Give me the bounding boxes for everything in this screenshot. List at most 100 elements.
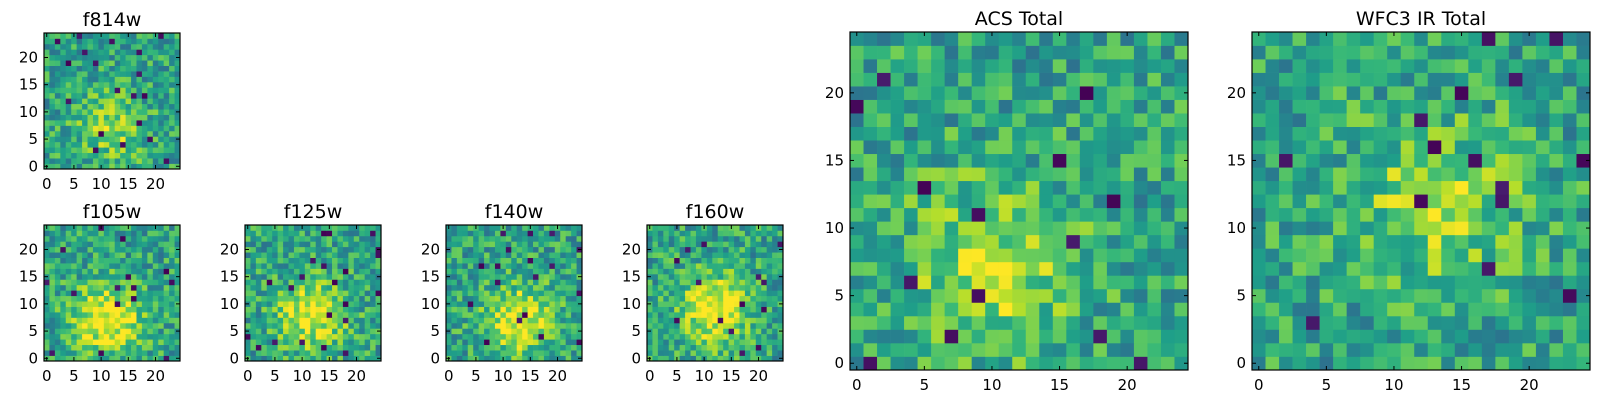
pixel-cell (728, 284, 735, 291)
pixel-cell (255, 284, 262, 291)
pixel-cell (348, 301, 355, 307)
pixel-cell (685, 235, 691, 242)
pixel-cell (761, 268, 768, 275)
pixel-cell (685, 333, 691, 340)
pixel-cell (353, 322, 360, 329)
pixel-cell (364, 268, 371, 275)
pixel-cell (500, 339, 507, 346)
pixel-cell (332, 279, 338, 286)
pixel-cell (998, 275, 1013, 290)
pixel-cell (663, 355, 670, 362)
pixel-cell (136, 322, 143, 329)
pixel-cell (467, 339, 474, 346)
pixel-cell (60, 33, 67, 39)
pixel-cell (1400, 126, 1415, 141)
pixel-cell (1576, 329, 1591, 344)
pixel-cell (695, 355, 702, 362)
pixel-cell (76, 98, 83, 105)
pixel-cell (679, 257, 686, 264)
pixel-cell (49, 246, 56, 253)
pixel-cell (44, 114, 50, 121)
pixel-cell (723, 344, 729, 351)
pixel-cell (527, 350, 534, 356)
pixel-cell (125, 71, 132, 77)
pixel-cell (904, 99, 918, 114)
pixel-cell (533, 257, 539, 264)
pixel-cell (560, 235, 567, 242)
pixel-cell (364, 333, 371, 340)
pixel-cell (668, 230, 675, 237)
pixel-cell (120, 163, 126, 170)
pixel-cell (120, 257, 126, 264)
pixel-cell (174, 38, 181, 45)
pixel-cell (647, 284, 653, 291)
pixel-cell (147, 312, 154, 318)
pixel-cell (87, 71, 94, 77)
pixel-cell (288, 306, 295, 313)
pixel-cell (60, 120, 67, 126)
pixel-cell (1333, 99, 1347, 114)
pixel-cell (321, 344, 327, 351)
pixel-cell (255, 317, 262, 324)
pixel-cell (576, 306, 583, 313)
pixel-cell (359, 246, 366, 253)
pixel-cell (141, 246, 148, 253)
pixel-cell (337, 273, 344, 280)
pixel-cell (998, 356, 1013, 371)
pixel-cell (985, 356, 1000, 371)
pixel-cell (1414, 356, 1429, 371)
pixel-cell (283, 333, 289, 340)
pixel-cell (288, 284, 295, 291)
pixel-cell (712, 235, 719, 242)
pixel-cell (657, 328, 664, 335)
pixel-cell (169, 333, 175, 340)
pixel-cell (560, 322, 567, 329)
pixel-cell (1306, 113, 1320, 127)
pixel-cell (1265, 302, 1280, 317)
pixel-cell (255, 328, 262, 335)
pixel-cell (1535, 356, 1550, 371)
pixel-cell (174, 141, 181, 148)
pixel-cell (522, 333, 528, 340)
pixel-cell (1052, 126, 1067, 141)
pixel-cell (1147, 140, 1162, 155)
pixel-cell (739, 268, 746, 275)
pixel-cell (1039, 248, 1054, 263)
pixel-cell (1535, 221, 1550, 236)
pixel-cell (1333, 356, 1347, 371)
pixel-cell (174, 306, 181, 313)
pixel-cell (516, 322, 523, 329)
pixel-cell (76, 328, 83, 335)
axes-frame (43, 224, 181, 362)
pixel-cell (543, 333, 550, 340)
pixel-cell (712, 241, 719, 248)
pixel-cell (103, 76, 110, 83)
pixel-cell (1414, 315, 1429, 330)
pixel-cell (136, 141, 143, 148)
pixel-cell (125, 103, 132, 110)
pixel-cell (163, 235, 170, 242)
pixel-cell (158, 246, 165, 253)
pixel-cell (985, 288, 1000, 303)
pixel-cell (125, 306, 132, 313)
pixel-cell (647, 344, 653, 351)
pixel-cell (1387, 59, 1402, 73)
pixel-cell (1319, 315, 1334, 330)
pixel-cell (717, 235, 724, 242)
pixel-cell (744, 312, 751, 318)
pixel-cell (533, 235, 539, 242)
pixel-cell (1012, 126, 1027, 141)
pixel-cell (163, 147, 170, 154)
pixel-cell (1427, 356, 1442, 371)
pixel-cell (71, 339, 77, 346)
pixel-cell (49, 163, 56, 170)
pixel-cell (571, 339, 577, 346)
pixel-cell (152, 158, 159, 164)
pixel-cell (1147, 59, 1162, 73)
pixel-cell (549, 344, 556, 351)
pixel-cell (54, 130, 61, 137)
pixel-cell (1441, 180, 1456, 195)
pixel-cell (1387, 302, 1402, 317)
pixel-cell (576, 235, 583, 242)
pixel-cell (1039, 86, 1054, 100)
